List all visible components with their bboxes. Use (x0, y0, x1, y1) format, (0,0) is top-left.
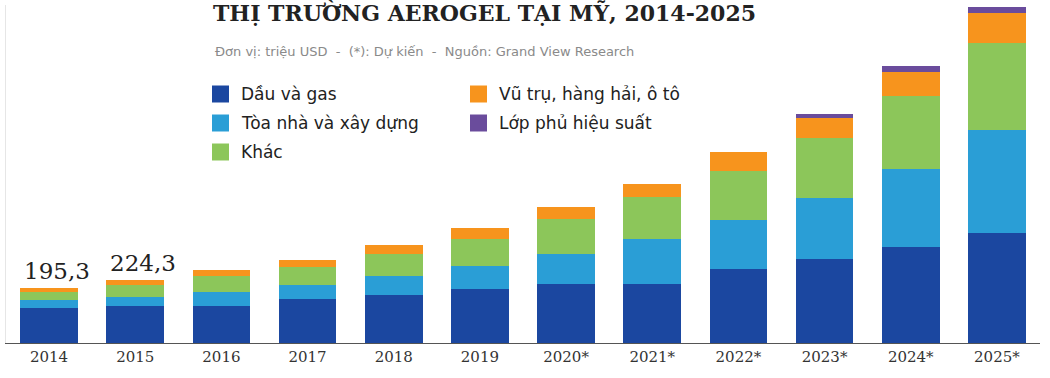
svg-text:2025*: 2025* (974, 348, 1020, 366)
svg-text:2017: 2017 (288, 348, 326, 366)
svg-text:THỊ TRƯỜNG AEROGEL TẠI MỸ, 201: THỊ TRƯỜNG AEROGEL TẠI MỸ, 2014-2025 (213, 0, 756, 26)
svg-text:2020*: 2020* (543, 348, 589, 366)
svg-text:2023*: 2023* (802, 348, 848, 366)
svg-text:2014: 2014 (30, 348, 68, 366)
svg-text:Khác: Khác (241, 142, 283, 162)
svg-text:224,3: 224,3 (110, 250, 176, 276)
svg-text:2021*: 2021* (629, 348, 675, 366)
svg-text:2015: 2015 (116, 348, 154, 366)
svg-text:2022*: 2022* (716, 348, 762, 366)
svg-text:2018: 2018 (375, 348, 413, 366)
svg-text:2019: 2019 (461, 348, 499, 366)
svg-text:2016: 2016 (202, 348, 240, 366)
svg-text:Dầu và gas: Dầu và gas (241, 84, 337, 104)
svg-text:Tòa nhà và xây dựng: Tòa nhà và xây dựng (241, 113, 419, 133)
svg-text:195,3: 195,3 (24, 258, 90, 284)
svg-text:Vũ trụ, hàng hải, ô tô: Vũ trụ, hàng hải, ô tô (499, 84, 680, 104)
svg-text:Đơn vị: triệu USD - (*): Dự: Đơn vị: triệu USD - (*): Dự kiến - Nguồn… (215, 44, 634, 59)
svg-text:2024*: 2024* (888, 348, 934, 366)
svg-text:Lớp phủ hiệu suất: Lớp phủ hiệu suất (499, 113, 652, 133)
